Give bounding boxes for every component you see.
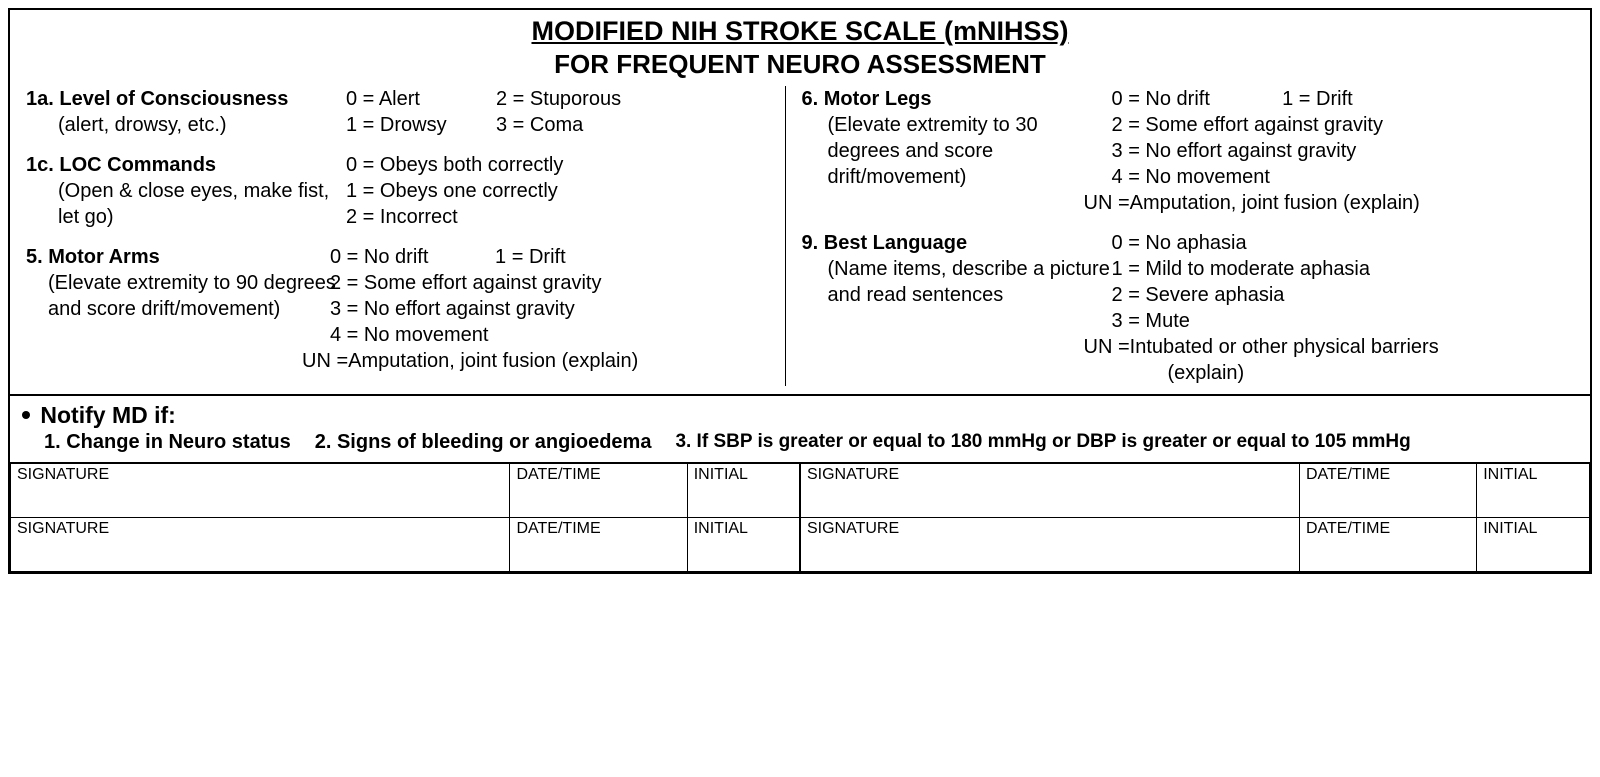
sig-cell-2b[interactable]: SIGNATURE bbox=[800, 517, 1299, 571]
dt-cell-2b[interactable]: DATE/TIME bbox=[1299, 517, 1476, 571]
title-line-2: FOR FREQUENT NEURO ASSESSMENT bbox=[10, 49, 1590, 80]
score-1c-0: 0 = Obeys both correctly bbox=[346, 152, 773, 178]
sig-row-1: SIGNATURE DATE/TIME INITIAL SIGNATURE DA… bbox=[11, 463, 1590, 517]
item-5-sub: (Elevate extremity to 90 degrees and sco… bbox=[26, 270, 346, 322]
item-1c-label: 1c. LOC Commands (Open & close eyes, mak… bbox=[26, 152, 346, 230]
notify-item-1: 1. Change in Neuro status bbox=[44, 431, 291, 454]
score-1c-2: 2 = Incorrect bbox=[346, 204, 773, 230]
score-5-pair: 0 = No drift 1 = Drift bbox=[330, 244, 773, 270]
dt-cell-1b[interactable]: DATE/TIME bbox=[1299, 463, 1476, 517]
notify-items: 1. Change in Neuro status 2. Signs of bl… bbox=[22, 431, 1578, 454]
score-6-un: UN =Amputation, joint fusion (explain) bbox=[1084, 190, 1574, 216]
score-5-3: 3 = No effort against gravity bbox=[330, 296, 773, 322]
notify-item-3: 3. If SBP is greater or equal to 180 mmH… bbox=[675, 431, 1410, 454]
item-1a-label: 1a. Level of Consciousness (alert, drows… bbox=[26, 86, 346, 138]
item-1a-sub: (alert, drowsy, etc.) bbox=[26, 112, 346, 138]
sig-cell-1b[interactable]: SIGNATURE bbox=[800, 463, 1299, 517]
score-5-2: 2 = Some effort against gravity bbox=[330, 270, 773, 296]
score-1a-1: 1 = Drowsy bbox=[346, 112, 496, 138]
item-1c-sub: (Open & close eyes, make fist, let go) bbox=[26, 178, 346, 230]
form-outer-frame: MODIFIED NIH STROKE SCALE (mNIHSS) FOR F… bbox=[8, 8, 1592, 574]
dt-cell-1a[interactable]: DATE/TIME bbox=[510, 463, 687, 517]
item-1c-title: 1c. LOC Commands bbox=[26, 154, 216, 176]
score-5-4: 4 = No movement bbox=[330, 322, 773, 348]
score-6-4: 4 = No movement bbox=[1112, 164, 1574, 190]
item-1a-scores: 0 = Alert 1 = Drowsy 2 = Stuporous 3 = C… bbox=[346, 86, 773, 138]
score-1a-3: 3 = Coma bbox=[496, 112, 621, 138]
item-5-scores: 0 = No drift 1 = Drift 2 = Some effort a… bbox=[330, 244, 773, 374]
sig-cell-2a[interactable]: SIGNATURE bbox=[11, 517, 510, 571]
item-9-sub: (Name items, describe a picture and read… bbox=[802, 256, 1112, 308]
score-1a-0: 0 = Alert bbox=[346, 86, 496, 112]
item-6-title: 6. Motor Legs bbox=[802, 88, 932, 110]
item-9: 9. Best Language (Name items, describe a… bbox=[802, 230, 1574, 386]
score-9-0: 0 = No aphasia bbox=[1112, 230, 1574, 256]
init-cell-2b[interactable]: INITIAL bbox=[1477, 517, 1590, 571]
notify-head: Notify MD if: bbox=[22, 402, 1578, 429]
title-line-1: MODIFIED NIH STROKE SCALE (mNIHSS) bbox=[10, 16, 1590, 47]
item-1a-title: 1a. Level of Consciousness bbox=[26, 88, 288, 110]
item-6: 6. Motor Legs (Elevate extremity to 30 d… bbox=[802, 86, 1574, 216]
item-5: 5. Motor Arms (Elevate extremity to 90 d… bbox=[26, 244, 773, 374]
init-cell-1a[interactable]: INITIAL bbox=[687, 463, 800, 517]
sig-row-2: SIGNATURE DATE/TIME INITIAL SIGNATURE DA… bbox=[11, 517, 1590, 571]
item-9-scores: 0 = No aphasia 1 = Mild to moderate apha… bbox=[1112, 230, 1574, 386]
scale-body: 1a. Level of Consciousness (alert, drows… bbox=[10, 82, 1590, 394]
item-6-scores: 0 = No drift 1 = Drift 2 = Some effort a… bbox=[1112, 86, 1574, 216]
init-cell-1b[interactable]: INITIAL bbox=[1477, 463, 1590, 517]
dt-cell-2a[interactable]: DATE/TIME bbox=[510, 517, 687, 571]
item-6-label: 6. Motor Legs (Elevate extremity to 30 d… bbox=[802, 86, 1112, 216]
init-cell-2a[interactable]: INITIAL bbox=[687, 517, 800, 571]
title-block: MODIFIED NIH STROKE SCALE (mNIHSS) FOR F… bbox=[10, 10, 1590, 82]
item-1a: 1a. Level of Consciousness (alert, drows… bbox=[26, 86, 773, 138]
item-1c: 1c. LOC Commands (Open & close eyes, mak… bbox=[26, 152, 773, 230]
item-5-title: 5. Motor Arms bbox=[26, 246, 160, 268]
notify-item-2: 2. Signs of bleeding or angioedema bbox=[315, 431, 652, 454]
score-9-2: 2 = Severe aphasia bbox=[1112, 282, 1574, 308]
score-9-3: 3 = Mute bbox=[1112, 308, 1574, 334]
item-9-title: 9. Best Language bbox=[802, 232, 968, 254]
left-column: 1a. Level of Consciousness (alert, drows… bbox=[26, 86, 785, 386]
right-column: 6. Motor Legs (Elevate extremity to 30 d… bbox=[785, 86, 1574, 386]
sig-cell-1a[interactable]: SIGNATURE bbox=[11, 463, 510, 517]
score-1c-1: 1 = Obeys one correctly bbox=[346, 178, 773, 204]
score-9-un: UN =Intubated or other physical barriers bbox=[1084, 334, 1574, 360]
notify-head-text: Notify MD if: bbox=[40, 402, 175, 428]
score-6-3: 3 = No effort against gravity bbox=[1112, 138, 1574, 164]
score-9-un2: (explain) bbox=[1112, 360, 1574, 386]
item-6-sub: (Elevate extremity to 30 degrees and sco… bbox=[802, 112, 1112, 190]
notify-section: Notify MD if: 1. Change in Neuro status … bbox=[10, 394, 1590, 462]
score-9-1: 1 = Mild to moderate aphasia bbox=[1112, 256, 1574, 282]
signature-table: SIGNATURE DATE/TIME INITIAL SIGNATURE DA… bbox=[10, 462, 1590, 572]
item-9-label: 9. Best Language (Name items, describe a… bbox=[802, 230, 1112, 386]
item-1c-scores: 0 = Obeys both correctly 1 = Obeys one c… bbox=[346, 152, 773, 230]
score-6-pair: 0 = No drift 1 = Drift bbox=[1112, 86, 1574, 112]
score-6-2: 2 = Some effort against gravity bbox=[1112, 112, 1574, 138]
bullet-icon bbox=[22, 411, 30, 419]
item-5-label: 5. Motor Arms (Elevate extremity to 90 d… bbox=[26, 244, 346, 374]
score-1a-2: 2 = Stuporous bbox=[496, 86, 621, 112]
score-5-un: UN =Amputation, joint fusion (explain) bbox=[302, 348, 773, 374]
